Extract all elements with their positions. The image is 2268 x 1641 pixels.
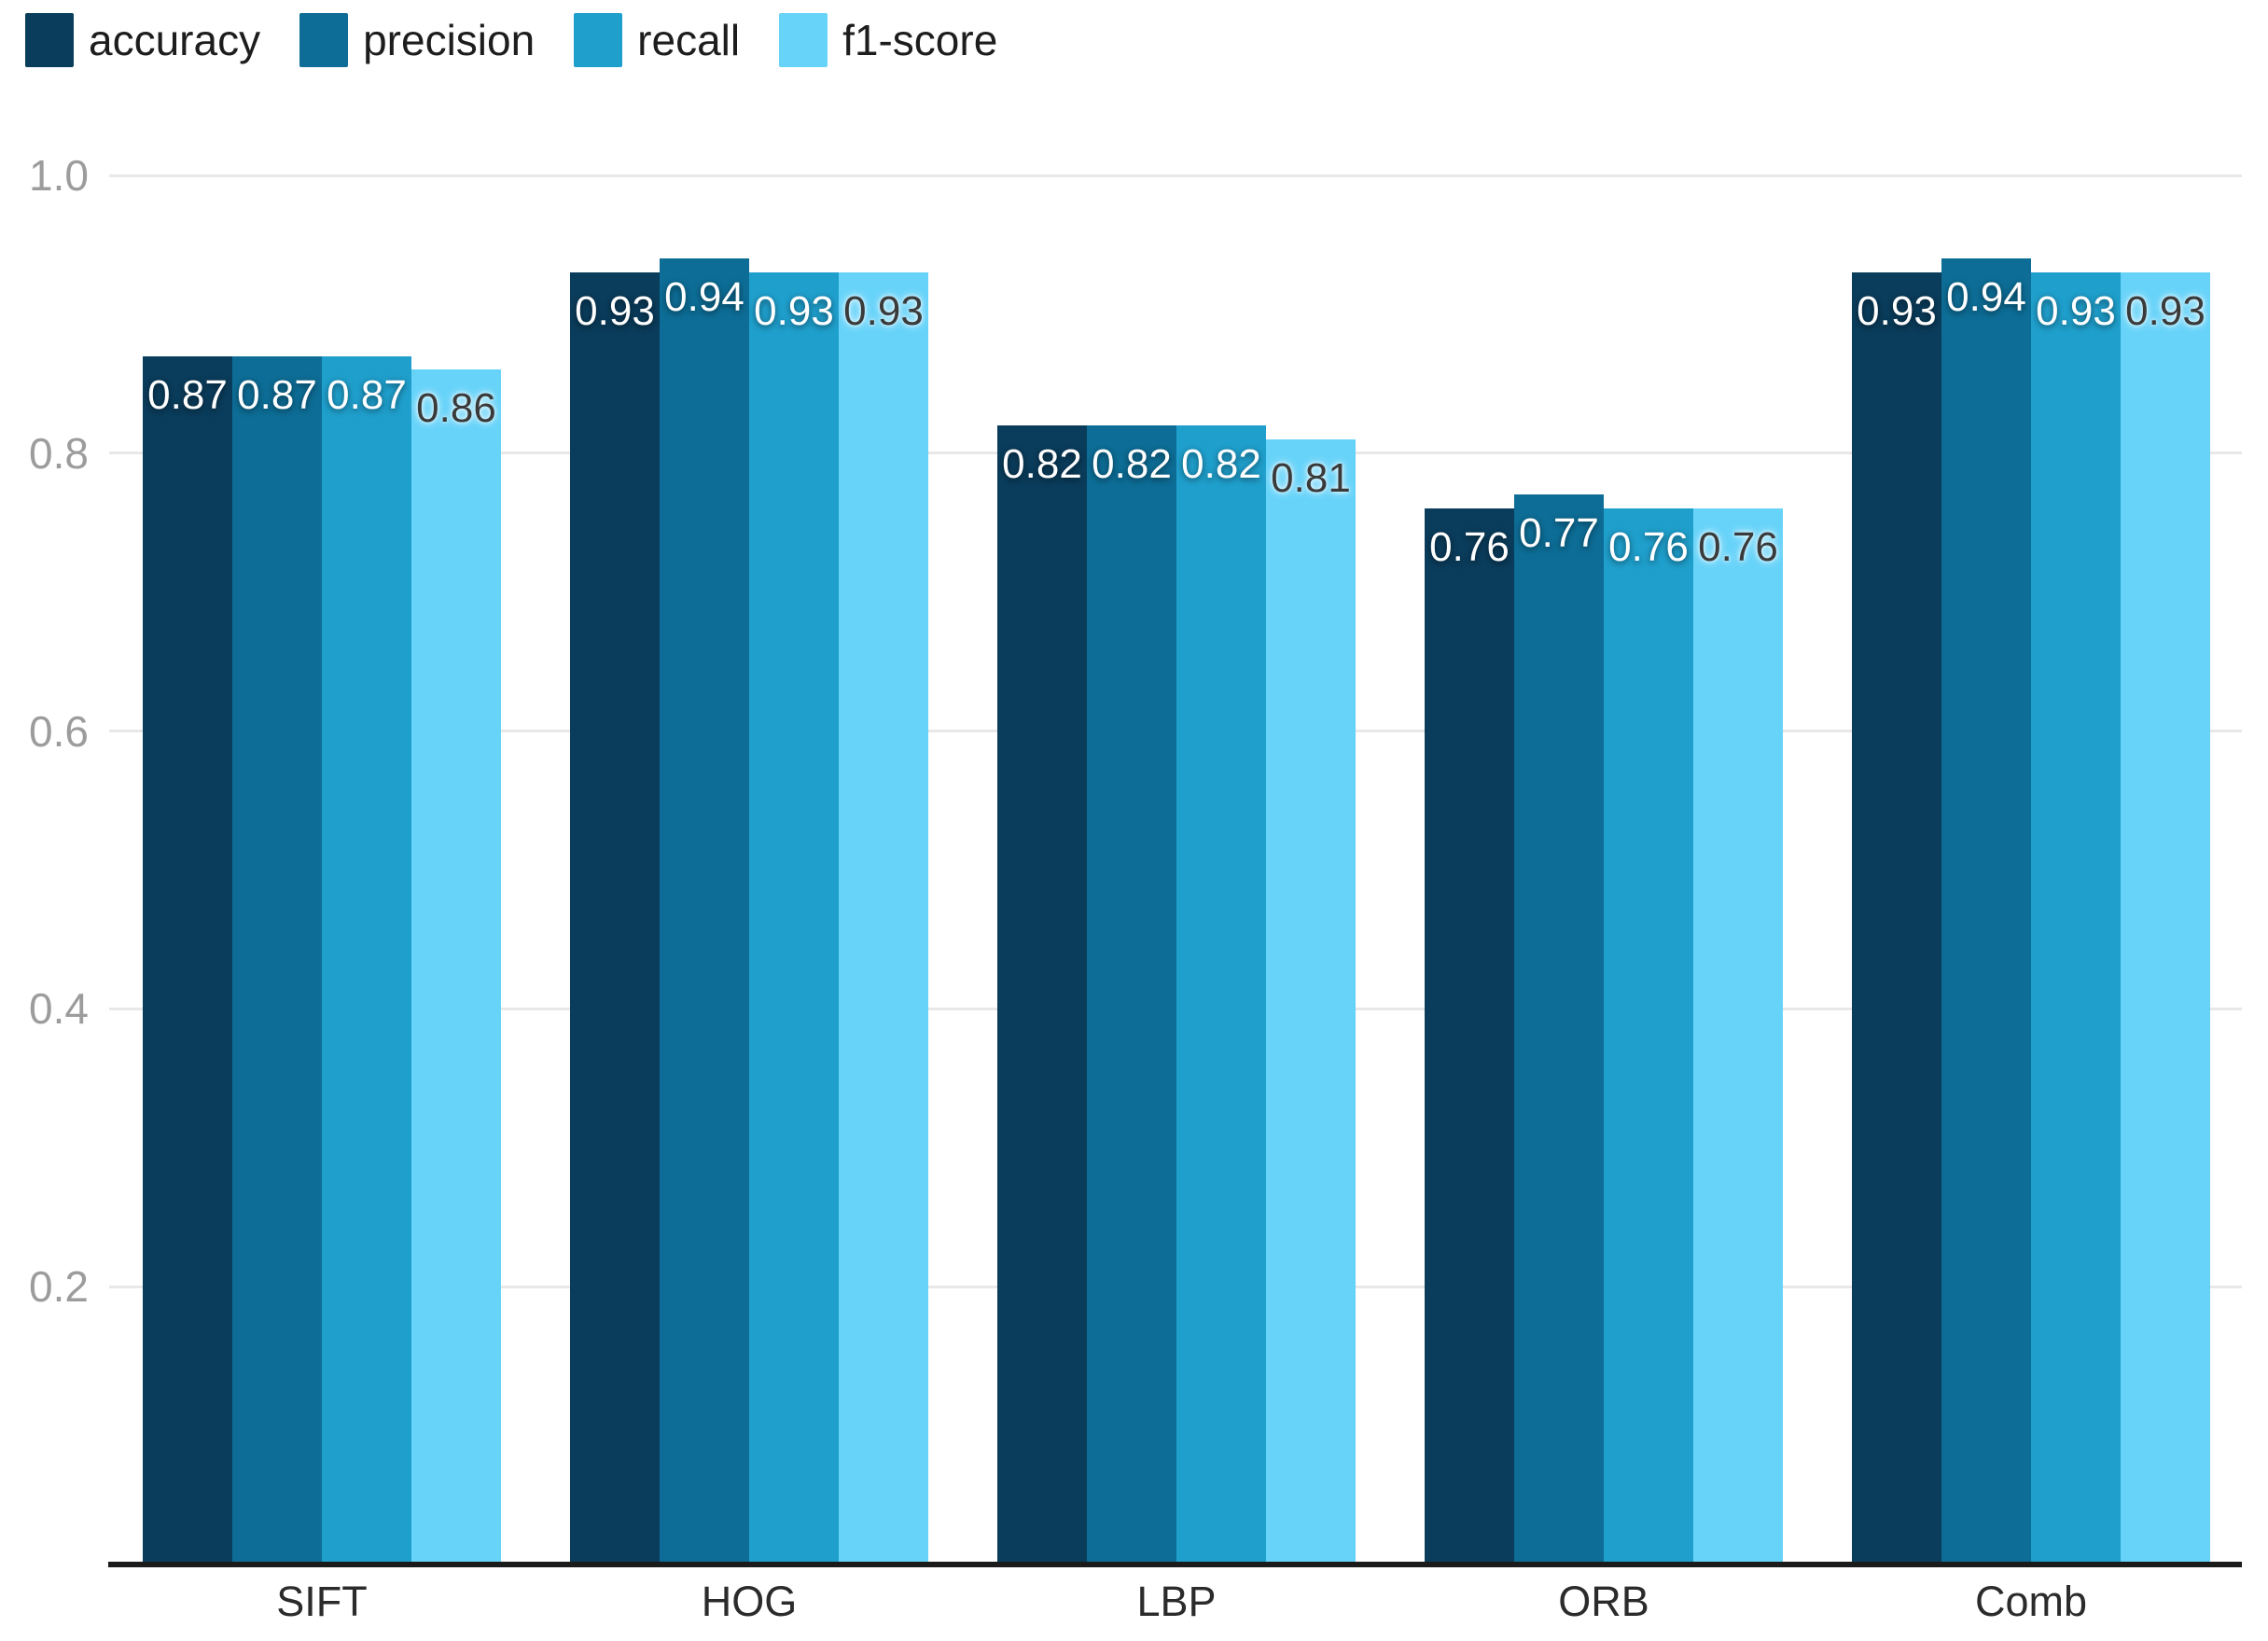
bar-sift-precision (232, 356, 322, 1565)
legend-swatch-icon (574, 13, 623, 67)
y-axis-tick-label: 0.6 (29, 706, 89, 756)
bar-value-label: 0.93 (575, 288, 655, 334)
legend-label: recall (637, 16, 741, 64)
chart-legend: accuracy precision recall f1-score (25, 13, 1037, 67)
bar-value-label: 0.94 (1946, 274, 2026, 320)
bar-hog-accuracy (570, 272, 660, 1565)
bar-lbp-precision (1087, 425, 1176, 1565)
bar-value-label: 0.82 (1092, 441, 1172, 487)
y-axis-tick-label: 0.4 (29, 984, 89, 1034)
legend-label: accuracy (89, 16, 261, 64)
bar-sift-f1-score (411, 369, 501, 1565)
bar-value-label: 0.76 (1429, 524, 1510, 570)
bar-hog-precision (660, 258, 749, 1565)
bar-orb-accuracy (1425, 508, 1514, 1565)
bar-lbp-f1-score (1266, 439, 1356, 1565)
x-axis-category-label: SIFT (276, 1578, 368, 1625)
legend-label: precision (363, 16, 536, 64)
x-axis-category-label: ORB (1558, 1578, 1649, 1625)
bar-value-label: 0.76 (1698, 524, 1778, 570)
bar-value-label: 0.93 (843, 288, 924, 334)
bar-value-label: 0.87 (327, 372, 407, 418)
bar-value-label: 0.94 (664, 274, 744, 320)
bar-value-label: 0.77 (1519, 510, 1599, 556)
bar-orb-f1-score (1693, 508, 1783, 1565)
bar-value-label: 0.93 (1857, 288, 1937, 334)
x-axis-category-label: Comb (1974, 1578, 2088, 1625)
y-axis-tick-label: 0.2 (29, 1262, 89, 1312)
bar-hog-recall (749, 272, 839, 1565)
legend-swatch-icon (299, 13, 349, 67)
legend-item-f1-score: f1-score (779, 13, 997, 67)
bar-value-label: 0.76 (1608, 524, 1689, 570)
x-axis-category-label: HOG (701, 1578, 798, 1625)
legend-swatch-icon (779, 13, 828, 67)
bar-sift-accuracy (143, 356, 232, 1565)
bar-comb-f1-score (2121, 272, 2210, 1565)
y-axis-tick-label: 0.8 (29, 428, 89, 478)
bar-value-label: 0.81 (1271, 455, 1351, 501)
bar-value-label: 0.87 (147, 372, 228, 418)
legend-swatch-icon (25, 13, 74, 67)
bar-value-label: 0.93 (2125, 288, 2205, 334)
bar-value-label: 0.87 (237, 372, 317, 418)
x-axis-category-label: LBP (1136, 1578, 1217, 1625)
bar-value-label: 0.93 (2036, 288, 2116, 334)
gridline (109, 174, 2242, 177)
legend-item-recall: recall (574, 13, 740, 67)
legend-item-accuracy: accuracy (25, 13, 260, 67)
bar-comb-recall (2031, 272, 2121, 1565)
bar-value-label: 0.82 (1181, 441, 1261, 487)
bar-value-label: 0.93 (754, 288, 834, 334)
bar-comb-precision (1941, 258, 2031, 1565)
legend-item-precision: precision (299, 13, 535, 67)
bar-hog-f1-score (839, 272, 928, 1565)
x-axis-line (108, 1562, 2242, 1567)
bar-value-label: 0.82 (1002, 441, 1082, 487)
bar-orb-recall (1604, 508, 1693, 1565)
bar-lbp-recall (1176, 425, 1266, 1565)
bar-comb-accuracy (1852, 272, 1941, 1565)
y-axis-tick-label: 1.0 (29, 151, 89, 200)
bar-orb-precision (1514, 494, 1604, 1565)
bar-value-label: 0.86 (416, 385, 496, 431)
bar-lbp-accuracy (997, 425, 1087, 1565)
bar-sift-recall (322, 356, 411, 1565)
legend-label: f1-score (842, 16, 998, 64)
